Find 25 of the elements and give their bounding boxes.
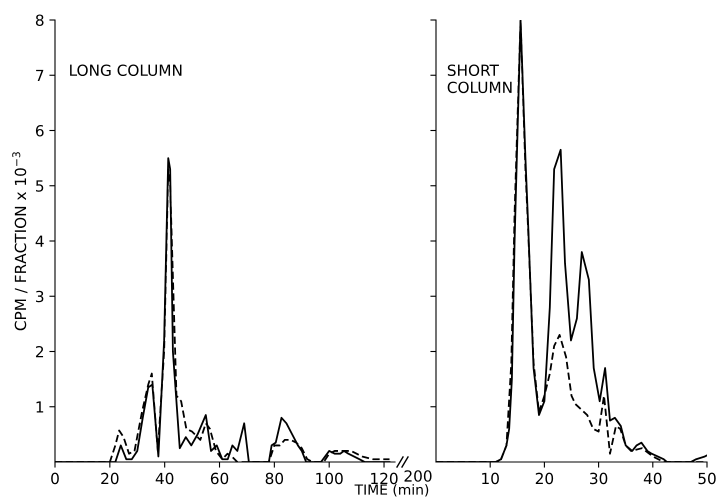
- y-tick-label: 4: [36, 236, 44, 247]
- annotation: SHORT COLUMN: [448, 64, 512, 94]
- x-tick-label: 40: [156, 472, 174, 484]
- y-tick-label: 3: [36, 290, 44, 302]
- y-tick-label: 5: [36, 180, 44, 192]
- x-tick-label: 80: [266, 472, 284, 484]
- annotation: LONG COLUMN: [70, 64, 182, 76]
- x-tick-label: 0: [51, 472, 59, 484]
- y-tick-label: 7: [36, 70, 44, 82]
- x-tick-label: 120: [371, 472, 398, 484]
- y-tick-label: 6: [36, 124, 44, 137]
- x-tick-label: 60: [210, 472, 228, 484]
- x-tick-label: 30: [590, 472, 608, 484]
- x-tick-label: 50: [698, 472, 716, 484]
- x-tick-label: 20: [536, 472, 554, 484]
- x-tick-label: 20: [101, 472, 119, 484]
- y-tick-label: 8: [36, 14, 44, 26]
- x-axis-title: TIME (min): [354, 484, 428, 496]
- y-axis-title: CPM / FRACTION x 10$^{−3}$: [12, 152, 28, 330]
- x-tick-label: 10: [482, 472, 499, 484]
- x-tick-label: 100: [316, 472, 343, 484]
- text: 200: [404, 470, 432, 482]
- y-tick-label: 2: [36, 346, 44, 358]
- y-tick-label: 1: [36, 401, 44, 413]
- x-tick-label: 40: [644, 472, 662, 484]
